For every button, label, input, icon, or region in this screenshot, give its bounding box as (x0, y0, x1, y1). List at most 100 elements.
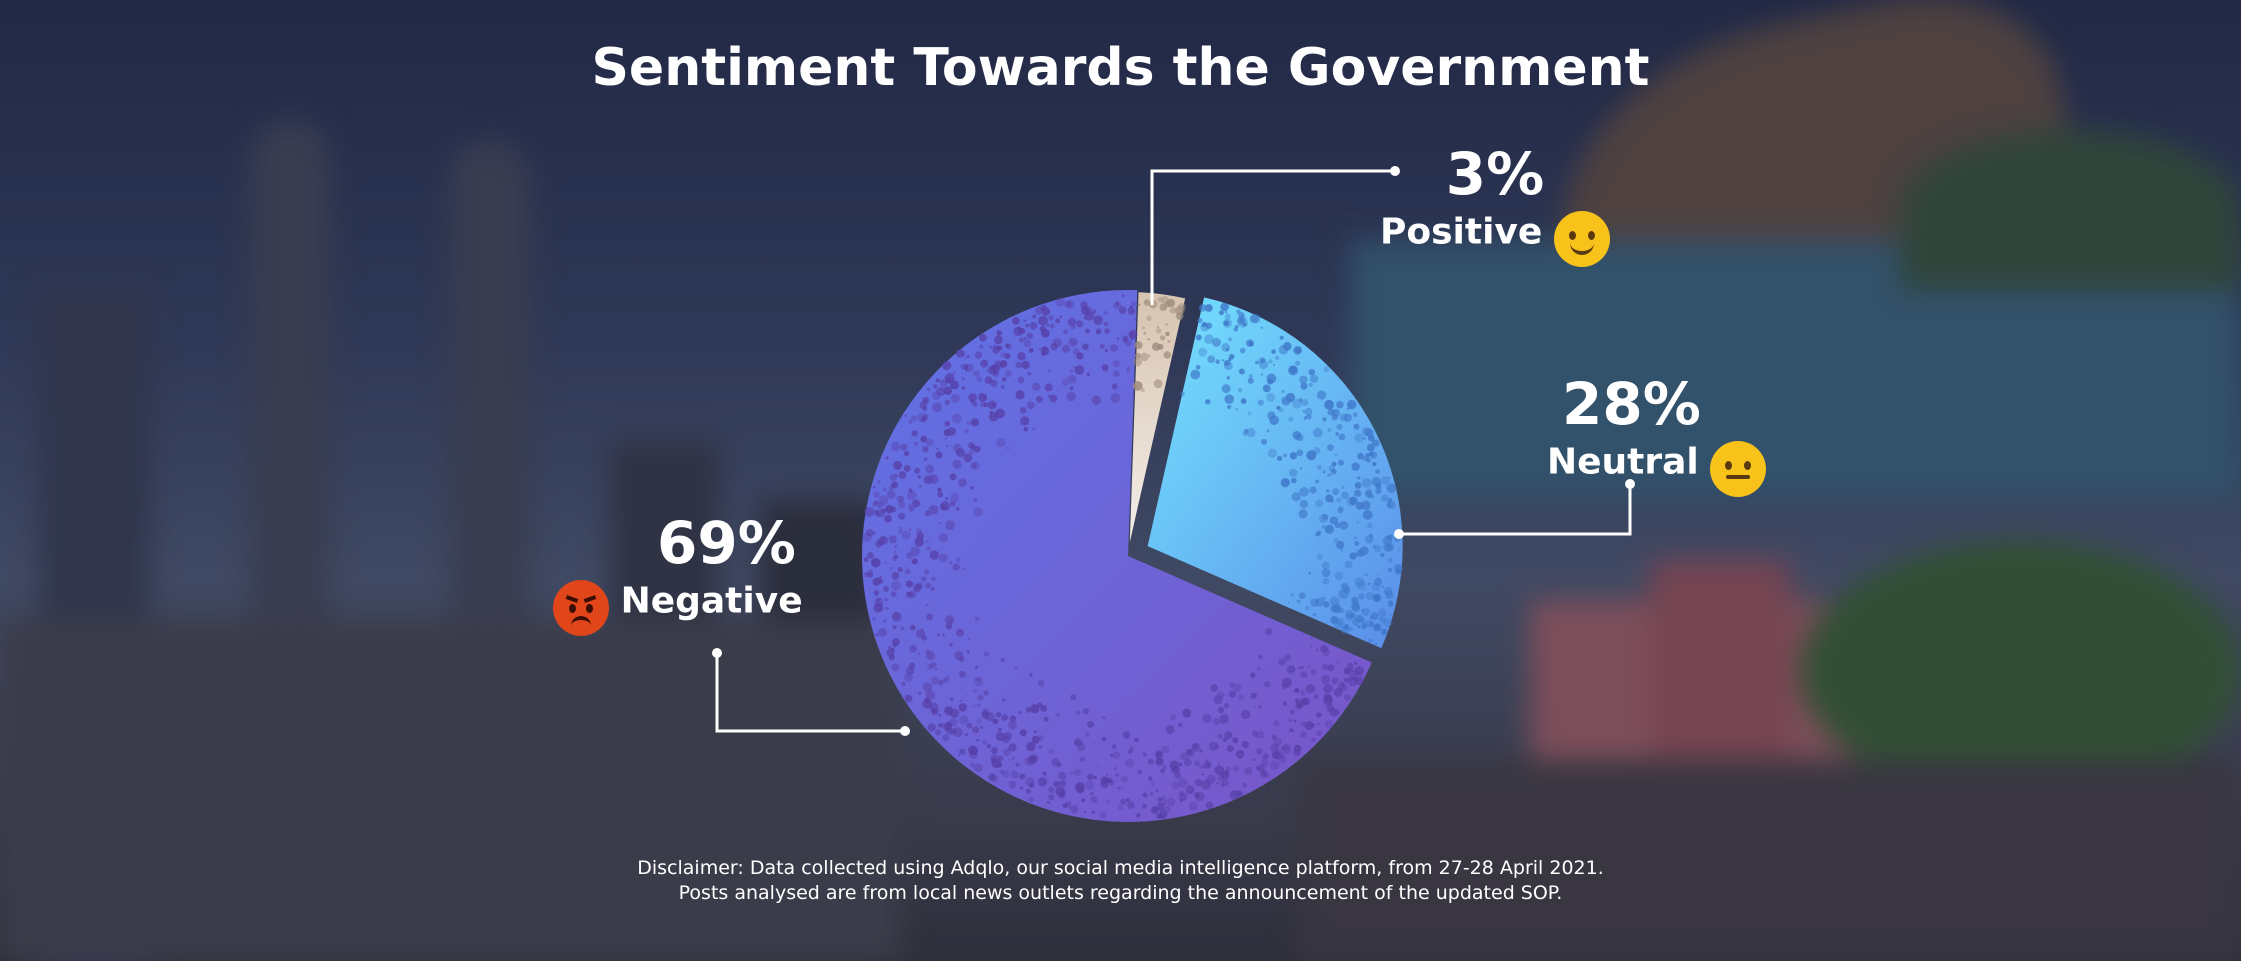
slice-texture-dot (984, 376, 993, 385)
slice-texture-dot (1028, 797, 1034, 803)
slice-texture-dot (990, 757, 996, 762)
slice-texture-dot (966, 354, 970, 358)
slice-texture-dot (883, 619, 887, 623)
slice-texture-dot (1257, 399, 1264, 406)
slice-texture-dot (1318, 514, 1328, 523)
slice-texture-dot (1120, 775, 1129, 783)
slice-texture-dot (1346, 496, 1357, 507)
slice-texture-dot (1305, 683, 1316, 694)
slice-texture-dot (1368, 451, 1374, 457)
slice-texture-dot (1102, 715, 1106, 720)
slice-texture-dot (867, 552, 874, 559)
slice-texture-dot (1298, 704, 1302, 708)
slice-texture-dot (1261, 438, 1267, 445)
slice-texture-dot (1345, 613, 1353, 621)
slice-texture-dot (1268, 359, 1273, 364)
slice-texture-dot (917, 652, 920, 655)
slice-texture-dot (952, 459, 962, 469)
slice-texture-dot (1068, 806, 1072, 809)
slice-texture-dot (1111, 744, 1117, 750)
slice-texture-dot (1073, 768, 1082, 777)
slice-texture-dot (970, 418, 980, 427)
slice-texture-dot (1336, 660, 1340, 664)
slice-texture-dot (1320, 674, 1331, 685)
slice-texture-dot (1206, 764, 1210, 768)
slice-texture-dot (941, 633, 946, 637)
slice-texture-dot (1289, 665, 1296, 673)
slice-texture-dot (979, 401, 986, 408)
slice-texture-dot (1182, 708, 1192, 718)
slice-texture-dot (1294, 698, 1300, 704)
slice-texture-dot (1373, 624, 1381, 632)
slice-texture-dot (1052, 338, 1062, 348)
slice-texture-dot (920, 435, 928, 443)
slice-texture-dot (1300, 671, 1308, 678)
slice-texture-dot (1134, 318, 1137, 321)
slice-texture-dot (1270, 743, 1280, 752)
slice-texture-dot (1349, 627, 1353, 632)
slice-texture-dot (1255, 360, 1259, 365)
slice-texture-dot (1283, 653, 1292, 662)
slice-texture-dot (921, 445, 929, 454)
slice-texture-dot (1350, 612, 1356, 619)
slice-texture-dot (937, 487, 942, 493)
slice-texture-dot (913, 583, 922, 592)
slice-texture-dot (1343, 413, 1352, 422)
slice-texture-dot (1381, 585, 1385, 589)
slice-texture-dot (1253, 705, 1256, 709)
slice-texture-dot (1010, 770, 1019, 779)
slice-texture-dot (1041, 328, 1050, 338)
neutral-face-icon (1710, 441, 1767, 497)
slice-texture-dot (1028, 347, 1034, 353)
slice-texture-dot (1047, 800, 1051, 804)
slice-texture-dot (1385, 536, 1389, 539)
slice-texture-dot (1020, 786, 1024, 790)
slice-texture-dot (1359, 546, 1369, 556)
slice-texture-dot (1099, 811, 1107, 819)
slice-texture-dot (1336, 401, 1344, 409)
slice-texture-dot (932, 402, 943, 413)
slice-texture-dot (1322, 470, 1326, 474)
slice-texture-dot (1167, 339, 1171, 344)
slice-texture-dot (1286, 664, 1296, 674)
slice-texture-dot (912, 499, 921, 508)
slice-texture-dot (959, 670, 966, 678)
slice-texture-dot (1105, 773, 1109, 777)
slice-texture-dot (1331, 468, 1337, 475)
slice-texture-dot (1059, 779, 1067, 787)
slice-texture-dot (995, 732, 1005, 742)
slice-texture-dot (1202, 713, 1212, 724)
slice-texture-dot (1316, 554, 1323, 560)
slice-texture-dot (1321, 561, 1330, 570)
slice-texture-dot (976, 738, 979, 742)
slice-texture-dot (1379, 617, 1382, 620)
slice-texture-dot (1188, 801, 1198, 811)
slice-texture-dot (1278, 344, 1289, 355)
slice-texture-dot (929, 702, 939, 712)
slice-texture-dot (1117, 786, 1121, 790)
slice-texture-dot (1387, 504, 1391, 508)
slice-texture-dot (1001, 377, 1007, 382)
slice-texture-dot (915, 528, 922, 535)
slice-texture-dot (1068, 337, 1078, 347)
slice-texture-dot (1342, 486, 1345, 489)
slice-texture-dot (1074, 741, 1078, 745)
slice-texture-dot (1317, 722, 1320, 726)
slice-texture-dot (926, 613, 933, 621)
slice-texture-dot (1308, 368, 1316, 376)
slice-texture-dot (1100, 780, 1109, 789)
slice-texture-dot (1171, 781, 1180, 790)
slice-texture-dot (959, 629, 963, 633)
slice-texture-dot (1067, 317, 1077, 327)
slice-texture-dot (978, 333, 987, 342)
slice-texture-dot (1267, 448, 1278, 458)
slice-texture-dot (1113, 301, 1122, 310)
slice-texture-dot (1219, 714, 1229, 724)
slice-texture-dot (1232, 737, 1239, 744)
slice-texture-dot (959, 687, 962, 690)
slice-texture-dot (1198, 347, 1208, 357)
slice-texture-dot (999, 360, 1008, 368)
slice-texture-dot (925, 649, 931, 654)
slice-texture-dot (1104, 328, 1110, 334)
